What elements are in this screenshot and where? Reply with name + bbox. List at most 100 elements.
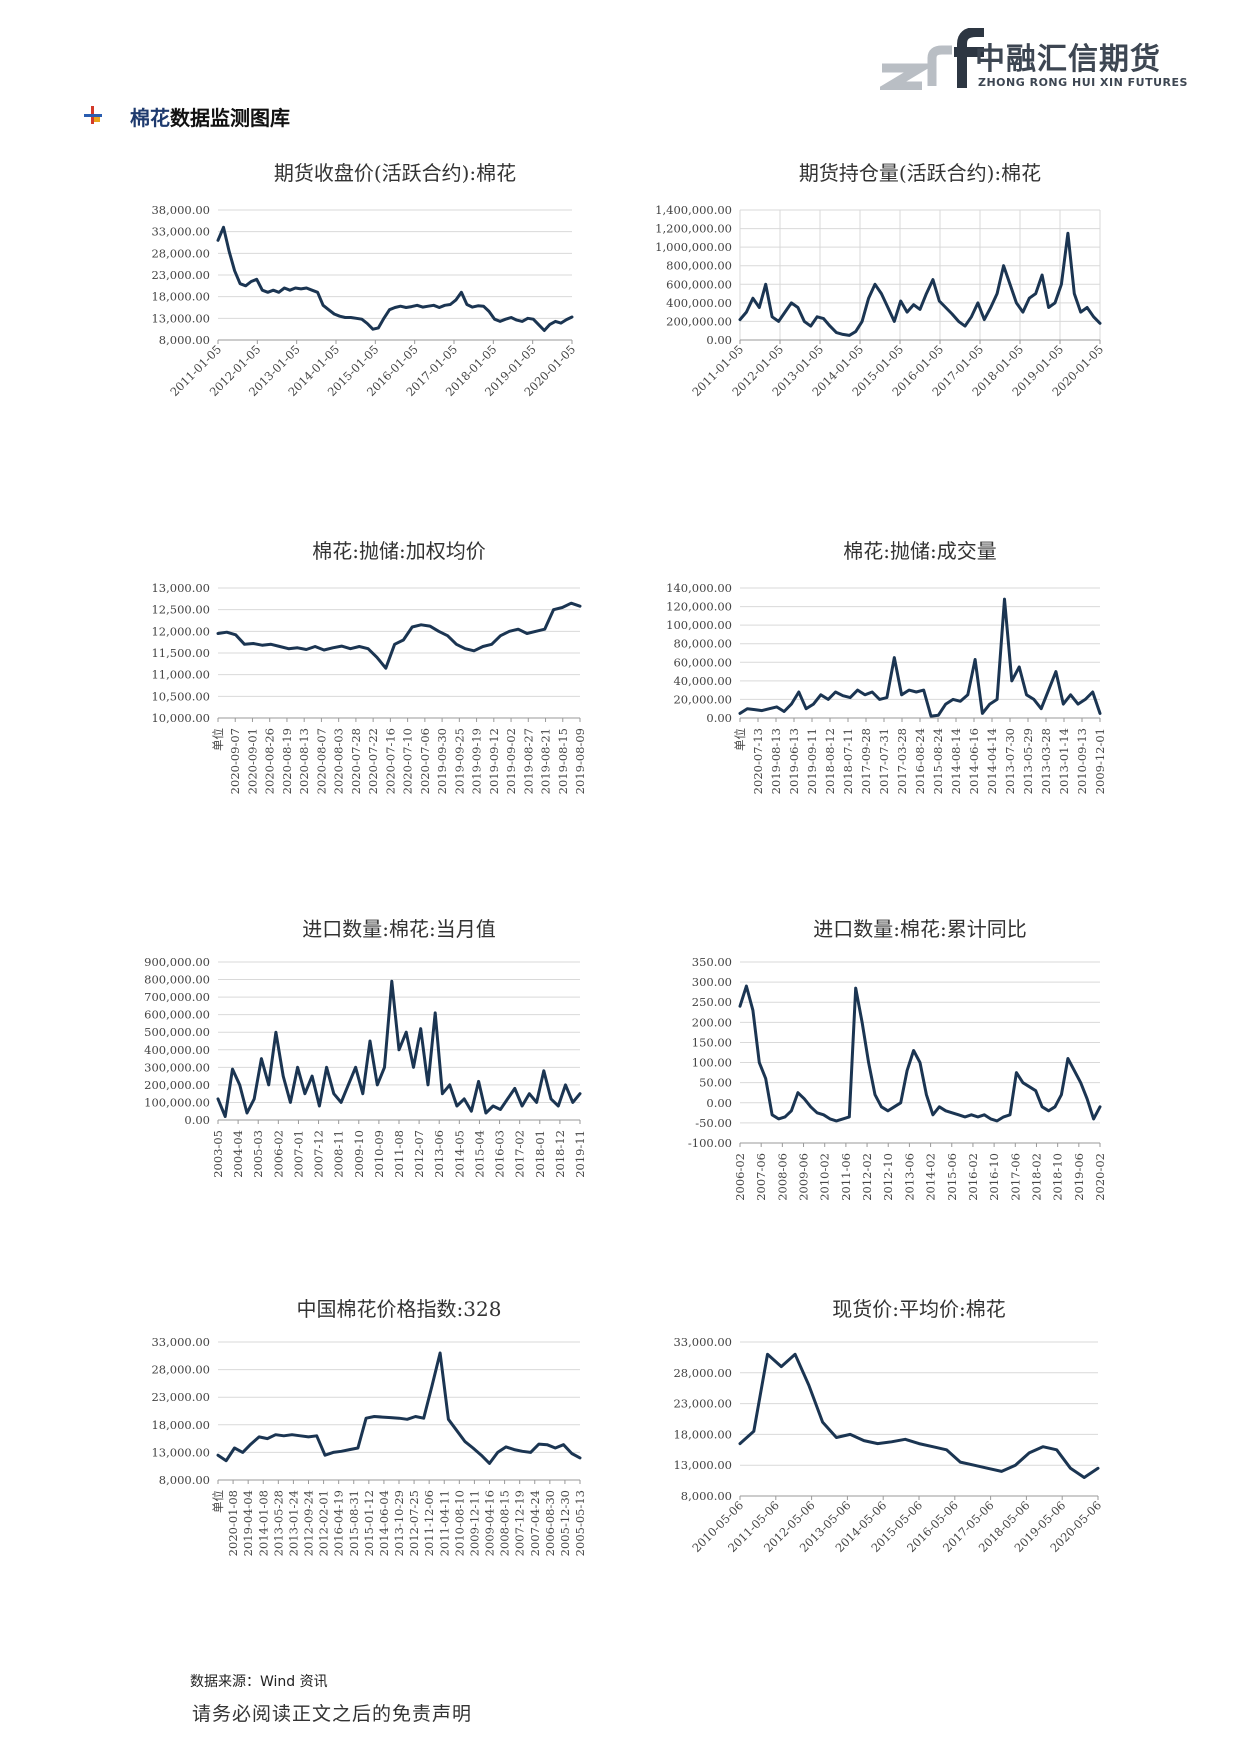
y-tick-label: 13,000.00	[151, 581, 210, 595]
x-tick-label: 2019-09-19	[470, 728, 484, 794]
x-tick-label: 2008-08-15	[498, 1490, 512, 1556]
chart-import-cumulative-yoy: 进口数量:棉花:累计同比 -100.00 -50.00 0.00 50.00 100.00…	[650, 906, 1120, 1266]
y-tick-label: 120,000.00	[666, 600, 732, 614]
x-tick-label: 2020-02	[1093, 1153, 1107, 1201]
x-tick-label: 2020-09-01	[245, 728, 259, 794]
x-tick-label: 2019-09-11	[805, 728, 819, 794]
y-tick-label: 300,000.00	[144, 1060, 210, 1074]
x-tick-label: 2018-01	[533, 1130, 547, 1178]
series-line	[216, 225, 574, 332]
x-tick-label: 2010-09	[372, 1130, 386, 1178]
y-tick-label: 500,000.00	[144, 1025, 210, 1039]
series-line	[216, 601, 582, 670]
y-tick-label: 600,000.00	[144, 1008, 210, 1022]
y-tick-label: 100,000.00	[144, 1095, 210, 1109]
series-line	[738, 984, 1102, 1123]
x-tick-label: 2019-08-27	[521, 728, 535, 794]
x-tick-label: 2020-07-13	[751, 728, 765, 794]
x-tick-label: 2020-01-08	[226, 1490, 240, 1556]
y-tick-label: 0.00	[706, 333, 732, 347]
series-line	[216, 979, 582, 1118]
y-tick-label: 8,000.00	[159, 1473, 210, 1487]
x-tick-label: 2007-01	[291, 1130, 305, 1178]
y-tick-label: 12,500.00	[151, 603, 210, 617]
x-tick-label: 2012-02	[860, 1153, 874, 1201]
x-tick-label: 2016-03	[493, 1130, 507, 1178]
chart-import-monthly: 进口数量:棉花:当月值 0.00 100,000.00 200,000.00 300,0…	[130, 906, 600, 1266]
y-tick-label: 250.00	[692, 995, 732, 1009]
x-tick-label: 2018-07-11	[841, 728, 855, 794]
chart-svg: 期货持仓量(活跃合约):棉花 0.00 200,000.00 400,000.00 60…	[655, 161, 1106, 399]
x-tick-label: 2019-06-13	[787, 728, 801, 794]
y-tick-label: 300.00	[692, 975, 732, 989]
x-tick-label: 2008-11	[332, 1130, 346, 1178]
x-tick-label: 2020-07-16	[383, 728, 397, 794]
chart-svg: 棉花:抛储:加权均价 10,000.00 10,500.00 11,000.00 11,…	[151, 539, 587, 794]
x-tick-label: 2015-08-24	[931, 728, 945, 794]
series-line	[738, 597, 1102, 718]
y-tick-label: 28,000.00	[151, 1363, 210, 1377]
x-tick-label: 2013-10-29	[392, 1490, 406, 1556]
x-tick-label: 2003-05	[211, 1130, 225, 1178]
x-tick-label: 2015-06	[945, 1153, 959, 1201]
chart-reserve-weighted-price: 棉花:抛储:加权均价 10,000.00 10,500.00 11,000.00 11,…	[130, 528, 600, 888]
y-tick-label: 0.00	[706, 711, 732, 725]
x-tick-label: 2013-01-24	[286, 1490, 300, 1556]
company-logo-mark	[880, 28, 984, 90]
y-tick-label: 33,000.00	[673, 1335, 732, 1349]
y-tick-label: 0.00	[184, 1113, 210, 1127]
chart-svg: 进口数量:棉花:当月值 0.00 100,000.00 200,000.00 300,0…	[144, 917, 587, 1178]
y-tick-label: -100.00	[688, 1136, 732, 1150]
y-tick-label: 18,000.00	[151, 290, 210, 304]
x-tick-label: 单位	[733, 728, 747, 751]
x-tick-label: 2006-02	[733, 1153, 747, 1201]
chart-svg: 棉花:抛储:成交量 0.00 20,000.00 40,000.00 60,000.00…	[666, 539, 1107, 794]
y-tick-label: 60,000.00	[673, 655, 732, 669]
x-tick-label: 2020-07-06	[418, 728, 432, 794]
x-tick-label: 2009-10	[352, 1130, 366, 1178]
y-tick-label: 40,000.00	[673, 674, 732, 688]
x-tick-label: 2014-08-14	[949, 728, 963, 794]
y-tick-label: 23,000.00	[151, 268, 210, 282]
y-tick-label: 400,000.00	[144, 1043, 210, 1057]
x-tick-label: 2019-06	[1072, 1153, 1086, 1201]
y-tick-label: 800,000.00	[666, 259, 732, 273]
y-tick-label: 23,000.00	[151, 1390, 210, 1404]
x-tick-label: 2016-02	[966, 1153, 980, 1201]
x-tick-label: 2013-03-28	[1039, 728, 1053, 794]
x-tick-label: 单位	[211, 1490, 225, 1513]
x-tick-label: 2020-08-19	[280, 728, 294, 794]
y-tick-label: 100.00	[692, 1056, 732, 1070]
x-tick-label: 2015-04	[472, 1130, 486, 1178]
y-tick-label: 13,000.00	[673, 1458, 732, 1472]
x-tick-label: 2014-01-08	[256, 1490, 270, 1556]
y-tick-label: 350.00	[692, 955, 732, 969]
x-tick-label: 2020-08-13	[297, 728, 311, 794]
x-tick-label: 2019-08-21	[539, 728, 553, 794]
disclaimer-note: 请务必阅读正文之后的免责声明	[192, 1703, 473, 1725]
x-tick-label: 2019-09-25	[452, 728, 466, 794]
x-tick-label: 2017-02	[513, 1130, 527, 1178]
x-tick-label: 2019-08-09	[573, 728, 587, 794]
chart-svg: 现货价:平均价:棉花 8,000.00 13,000.00 18,000.00 23,0…	[673, 1297, 1104, 1555]
y-tick-label: 140,000.00	[666, 581, 732, 595]
y-tick-label: 10,500.00	[151, 689, 210, 703]
x-tick-label: 2014-02	[924, 1153, 938, 1201]
y-tick-label: 150.00	[692, 1035, 732, 1049]
x-tick-label: 2007-04-24	[528, 1490, 542, 1556]
x-tick-label: 2019-09-02	[504, 728, 518, 794]
x-tick-label: 2019-09-12	[487, 728, 501, 794]
x-tick-label: 2011-06	[839, 1153, 853, 1201]
x-tick-label: 2013-05-28	[271, 1490, 285, 1556]
x-tick-label: 2014-06-04	[377, 1490, 391, 1556]
x-tick-label: 2012-02-01	[317, 1490, 331, 1556]
x-tick-label: 2020-08-26	[263, 728, 277, 794]
chart-title: 现货价:平均价:棉花	[832, 1297, 1005, 1321]
y-tick-label: 8,000.00	[681, 1489, 732, 1503]
x-tick-label: 2014-06-16	[967, 728, 981, 794]
x-tick-label: 2014-04-14	[985, 728, 999, 794]
y-tick-label: 18,000.00	[673, 1427, 732, 1441]
x-tick-label: 2016-10	[987, 1153, 1001, 1201]
x-tick-label: 2018-10	[1051, 1153, 1065, 1201]
x-tick-label: 2011-12-06	[422, 1490, 436, 1556]
